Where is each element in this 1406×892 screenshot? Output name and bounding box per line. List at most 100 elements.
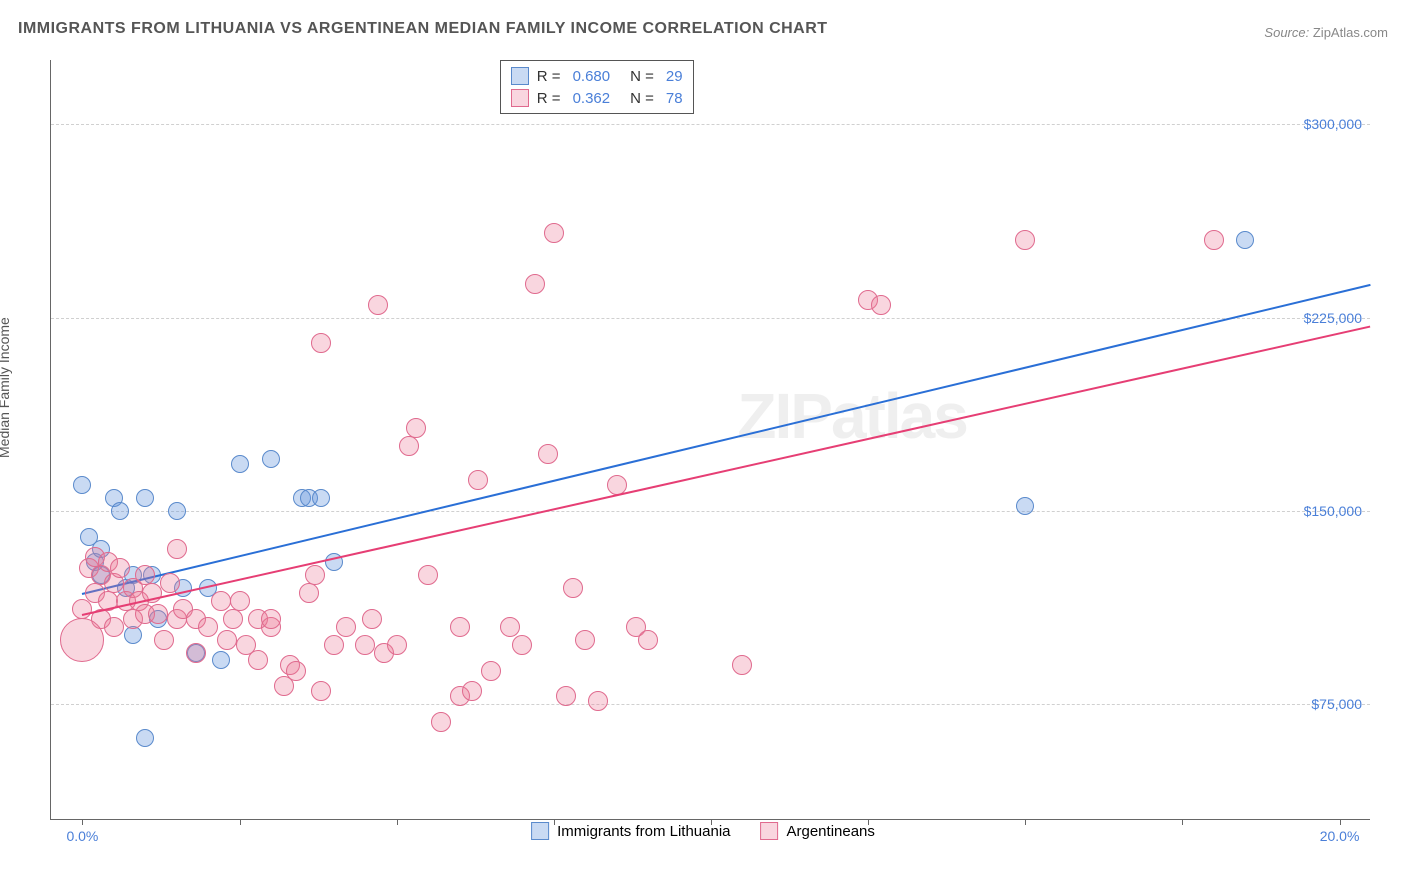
- chart-title: IMMIGRANTS FROM LITHUANIA VS ARGENTINEAN…: [18, 20, 828, 38]
- data-point: [871, 295, 891, 315]
- data-point: [324, 635, 344, 655]
- legend-series-name: Argentineans: [787, 823, 875, 840]
- data-point: [538, 444, 558, 464]
- data-point: [136, 729, 154, 747]
- data-point: [135, 565, 155, 585]
- legend-swatch: [531, 822, 549, 840]
- data-point: [186, 643, 206, 663]
- data-point: [311, 681, 331, 701]
- data-point: [261, 609, 281, 629]
- legend-series-name: Immigrants from Lithuania: [557, 823, 730, 840]
- gridline: [51, 511, 1370, 512]
- data-point: [311, 333, 331, 353]
- y-tick-label: $75,000: [1311, 696, 1362, 712]
- r-value: 0.362: [573, 90, 611, 107]
- data-point: [136, 489, 154, 507]
- data-point: [110, 558, 130, 578]
- data-point: [299, 583, 319, 603]
- data-point: [406, 418, 426, 438]
- y-axis-label: Median Family Income: [0, 317, 12, 458]
- x-tick-label: 20.0%: [1320, 828, 1360, 844]
- data-point: [732, 655, 752, 675]
- legend-swatch: [511, 67, 529, 85]
- x-tick-mark: [1182, 819, 1183, 825]
- stats-legend: R = 0.680 N = 29 R = 0.362 N = 78: [500, 60, 694, 114]
- data-point: [230, 591, 250, 611]
- data-point: [217, 630, 237, 650]
- x-tick-mark: [397, 819, 398, 825]
- data-point: [544, 223, 564, 243]
- data-point: [231, 455, 249, 473]
- data-point: [588, 691, 608, 711]
- data-point: [312, 489, 330, 507]
- x-tick-label: 0.0%: [66, 828, 98, 844]
- data-point: [418, 565, 438, 585]
- x-tick-mark: [1025, 819, 1026, 825]
- stats-legend-row: R = 0.362 N = 78: [511, 87, 683, 109]
- data-point: [575, 630, 595, 650]
- trend-line: [82, 325, 1371, 615]
- data-point: [148, 604, 168, 624]
- data-point: [450, 617, 470, 637]
- n-value: 29: [666, 68, 683, 85]
- r-label: R =: [537, 90, 561, 107]
- data-point: [563, 578, 583, 598]
- data-point: [387, 635, 407, 655]
- data-point: [462, 681, 482, 701]
- data-point: [160, 573, 180, 593]
- x-tick-mark: [240, 819, 241, 825]
- data-point: [1016, 497, 1034, 515]
- r-label: R =: [537, 68, 561, 85]
- gridline: [51, 124, 1370, 125]
- data-point: [198, 617, 218, 637]
- data-point: [168, 502, 186, 520]
- source-attribution: Source: ZipAtlas.com: [1264, 25, 1388, 40]
- y-tick-label: $150,000: [1304, 503, 1362, 519]
- gridline: [51, 704, 1370, 705]
- data-point: [556, 686, 576, 706]
- data-point: [362, 609, 382, 629]
- legend-item: Argentineans: [761, 822, 875, 840]
- data-point: [286, 661, 306, 681]
- data-point: [305, 565, 325, 585]
- data-point: [60, 618, 104, 662]
- data-point: [355, 635, 375, 655]
- x-tick-mark: [82, 819, 83, 825]
- data-point: [481, 661, 501, 681]
- y-tick-label: $300,000: [1304, 116, 1362, 132]
- legend-item: Immigrants from Lithuania: [531, 822, 730, 840]
- data-point: [223, 609, 243, 629]
- chart-area: Median Family Income ZIPatlas R =0.680N …: [0, 50, 1406, 850]
- n-label: N =: [630, 90, 654, 107]
- data-point: [431, 712, 451, 732]
- n-label: N =: [630, 68, 654, 85]
- source-label: Source:: [1264, 25, 1309, 40]
- data-point: [399, 436, 419, 456]
- r-value: 0.680: [573, 68, 611, 85]
- data-point: [73, 476, 91, 494]
- y-tick-label: $225,000: [1304, 310, 1362, 326]
- data-point: [211, 591, 231, 611]
- data-point: [368, 295, 388, 315]
- data-point: [336, 617, 356, 637]
- data-point: [512, 635, 532, 655]
- data-point: [104, 617, 124, 637]
- series-legend: Immigrants from Lithuania Argentineans: [531, 822, 875, 840]
- data-point: [248, 650, 268, 670]
- stats-legend-row: R = 0.680 N = 29: [511, 65, 683, 87]
- data-point: [212, 651, 230, 669]
- n-value: 78: [666, 90, 683, 107]
- trend-line: [82, 284, 1371, 595]
- data-point: [1015, 230, 1035, 250]
- data-point: [167, 539, 187, 559]
- legend-swatch: [511, 89, 529, 107]
- gridline: [51, 318, 1370, 319]
- plot-region: ZIPatlas R =0.680N =29R =0.362N =78 $75,…: [50, 60, 1370, 820]
- data-point: [154, 630, 174, 650]
- data-point: [111, 502, 129, 520]
- data-point: [1204, 230, 1224, 250]
- data-point: [638, 630, 658, 650]
- data-point: [500, 617, 520, 637]
- legend-swatch: [761, 822, 779, 840]
- data-point: [1236, 231, 1254, 249]
